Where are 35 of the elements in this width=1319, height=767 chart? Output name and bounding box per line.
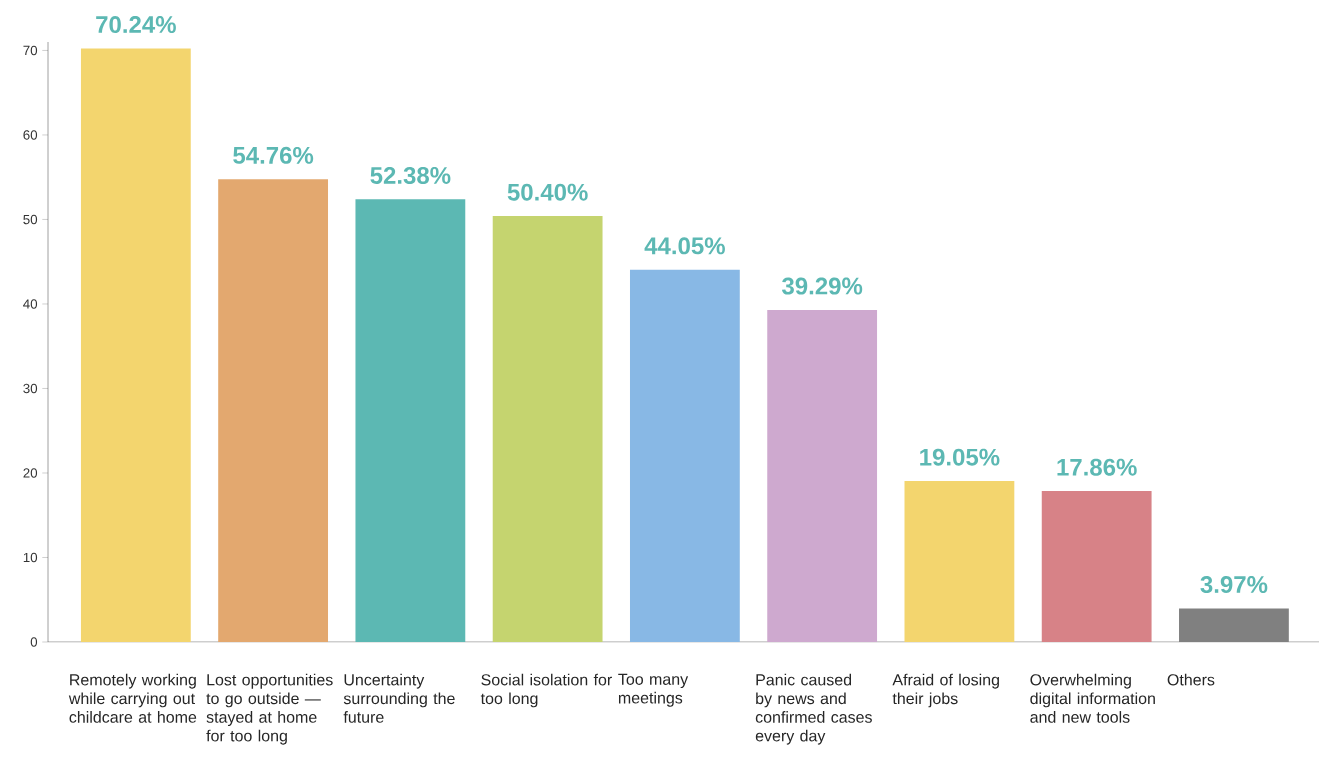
bar	[492, 216, 603, 642]
y-tick-label: 0	[30, 637, 38, 647]
bar	[629, 269, 740, 642]
data-label: 44.05%	[644, 237, 725, 255]
data-label: 3.97%	[1200, 576, 1268, 594]
x-tick-label: Uncertainty surrounding the future	[343, 673, 455, 723]
data-label: 54.76%	[233, 146, 314, 164]
data-label: 70.24%	[96, 16, 176, 34]
data-label: 52.38%	[370, 166, 451, 184]
y-tick-label: 60	[23, 130, 38, 140]
bar	[1041, 491, 1152, 642]
data-label: 19.05%	[920, 448, 1000, 466]
x-tick-label: Overwhelming digital information and new tools	[1030, 673, 1155, 723]
bar	[767, 309, 878, 642]
x-tick-label: Panic caused by news and confirmed cases every day	[755, 673, 872, 745]
y-tick-label: 20	[23, 468, 38, 478]
bar	[355, 199, 466, 642]
bar	[1179, 608, 1289, 642]
x-tick-label: Lost opportunities to go outside — stayed at home for too long	[206, 673, 333, 745]
x-tick-label: Social isolation for too long	[480, 673, 612, 708]
y-tick-label: 50	[23, 214, 38, 225]
y-tick-label: 40	[23, 299, 38, 309]
y-tick-label: 10	[23, 552, 38, 563]
x-tick-label: Too many meetings	[618, 673, 689, 707]
data-label: 17.86%	[1057, 458, 1137, 476]
bar	[80, 48, 191, 642]
data-label: 39.29%	[781, 277, 863, 295]
y-tick-label: 30	[23, 383, 38, 394]
x-tick-label: Afraid of losing their jobs	[892, 673, 999, 708]
data-label: 50.40%	[507, 183, 588, 201]
x-tick-label: Remotely working while carrying out childcare at home	[68, 673, 197, 723]
y-tick-label: 70	[23, 45, 38, 56]
bar	[218, 179, 329, 642]
bar	[904, 481, 1015, 642]
x-tick-label: Others	[1167, 673, 1215, 686]
